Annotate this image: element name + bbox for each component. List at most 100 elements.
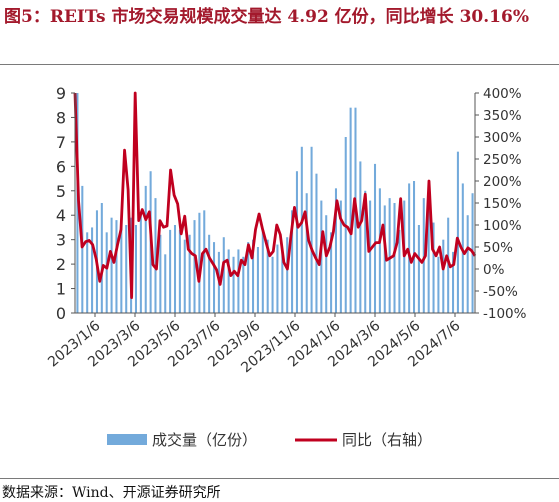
volume-bar (408, 183, 411, 313)
left-tick-label: 4 (56, 206, 66, 225)
volume-bar (173, 225, 177, 313)
volume-bar (227, 249, 230, 313)
chart-title: 图5：REITs 市场交易规模成交量达 4.92 亿份，同比增长 30.16% (4, 7, 529, 27)
volume-bar (378, 188, 381, 313)
volume-bar (349, 107, 352, 313)
volume-bar (325, 215, 328, 313)
volume-bar (315, 173, 318, 313)
volume-bar (383, 205, 386, 313)
left-tick-label: 7 (56, 133, 66, 152)
title-divider (0, 64, 559, 65)
volume-bar (198, 212, 201, 313)
volume-bar (339, 200, 342, 313)
volume-bar (398, 229, 401, 313)
legend-swatch-volume (107, 434, 147, 445)
volume-bar (295, 171, 298, 313)
volume-bar (81, 185, 84, 313)
right-tick-label: -100% (483, 306, 527, 322)
volume-bar (144, 185, 147, 313)
volume-bar (222, 237, 225, 313)
volume-bar (276, 244, 279, 313)
source-note: 数据来源：Wind、开源证券研究所 (2, 485, 221, 501)
right-tick-label: 400% (483, 86, 522, 102)
volume-bar (247, 242, 250, 313)
volume-bar (120, 222, 123, 313)
volume-bar (100, 203, 103, 313)
volume-bar (373, 163, 377, 313)
left-tick-label: 9 (56, 84, 66, 103)
volume-bar (330, 232, 333, 313)
volume-bar (159, 234, 162, 313)
volume-bar (154, 198, 157, 313)
volume-bar (413, 181, 416, 313)
volume-bar (213, 242, 216, 313)
volume-bar (334, 188, 337, 313)
volume-bar (300, 146, 303, 313)
volume-bar (452, 251, 455, 313)
volume-bar (369, 200, 372, 313)
left-tick-label: 3 (56, 231, 66, 250)
volume-bar (115, 220, 118, 313)
volume-bar (447, 217, 450, 313)
volume-bar (422, 198, 425, 313)
volume-bar (208, 234, 211, 313)
volume-bar (183, 239, 186, 313)
volume-bar (281, 251, 284, 313)
source-divider (0, 478, 559, 479)
volume-bar (110, 217, 113, 313)
right-tick-label: 200% (483, 174, 522, 190)
right-tick-label: 350% (483, 108, 522, 124)
volume-bar (466, 215, 469, 313)
volume-bar (437, 256, 440, 313)
volume-bar (310, 146, 313, 313)
volume-bar (261, 229, 264, 313)
left-tick-label: 6 (56, 157, 66, 176)
volume-bar (188, 234, 191, 313)
volume-bar (427, 210, 430, 313)
volume-bar (242, 256, 245, 313)
volume-bar (139, 215, 142, 313)
volume-bar (164, 254, 167, 313)
volume-bar (417, 225, 420, 313)
volume-bar (125, 225, 128, 313)
volume-bar (359, 161, 362, 313)
volume-bar (91, 227, 94, 313)
volume-bar (134, 225, 137, 313)
volume-bar (193, 220, 196, 313)
volume-bar (203, 210, 206, 313)
volume-bar (237, 249, 240, 313)
right-tick-label: 50% (483, 240, 513, 256)
left-tick-label: 8 (56, 108, 66, 127)
left-tick-label: 0 (56, 304, 66, 323)
right-tick-label: 0% (483, 262, 505, 278)
left-tick-label: 2 (56, 255, 66, 274)
volume-bar (169, 229, 172, 313)
volume-bar (178, 229, 181, 313)
volume-bar (86, 232, 89, 313)
volume-bar (442, 239, 445, 313)
volume-bar (286, 237, 289, 313)
volume-bar (432, 222, 435, 313)
right-tick-label: 100% (483, 218, 522, 234)
right-tick-label: 150% (483, 196, 522, 212)
volume-bar (252, 239, 255, 313)
volume-bar (271, 256, 274, 313)
volume-bar (256, 247, 259, 313)
volume-bar (388, 198, 391, 313)
left-tick-label: 5 (56, 182, 66, 201)
volume-bar (291, 210, 294, 313)
volume-bar (232, 256, 235, 313)
volume-bar (393, 203, 396, 313)
legend-label-volume: 成交量（亿份） (152, 431, 257, 449)
right-tick-label: 300% (483, 130, 522, 146)
legend-label-yoy: 同比（右轴） (342, 431, 432, 449)
volume-bar (105, 232, 108, 313)
volume-bar (456, 151, 459, 313)
legend: 成交量（亿份） 同比（右轴） (107, 431, 432, 449)
volume-bar (266, 239, 269, 313)
left-tick-label: 1 (56, 280, 66, 299)
volume-bar (364, 190, 367, 313)
right-tick-label: 250% (483, 152, 522, 168)
right-tick-label: -50% (483, 284, 518, 300)
